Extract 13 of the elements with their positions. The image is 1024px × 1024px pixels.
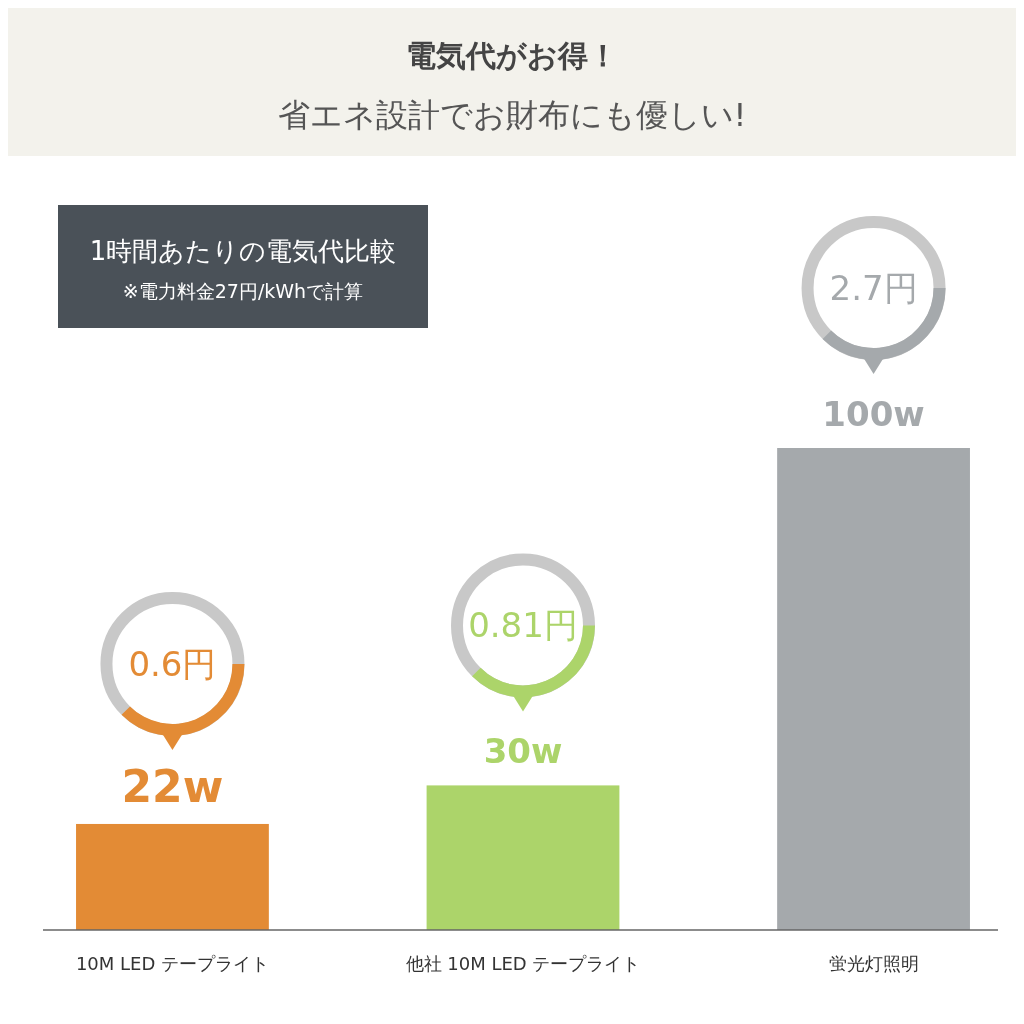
- annotation: 0.6円: [128, 643, 217, 684]
- text: 2.7円: [829, 268, 918, 308]
- text: ※電力料金27円/kWhで計算: [122, 280, 364, 302]
- data-label: 22w: [121, 760, 224, 812]
- x-tick-label: 蛍光灯照明: [828, 953, 919, 974]
- chart-subtitle: 省エネ設計でお財布にも優しい!: [277, 96, 747, 134]
- x-tick-label: 10M LED テープライト: [75, 953, 270, 974]
- data-label: 100w: [822, 394, 925, 434]
- chart-title: 電気代がお得！: [406, 38, 618, 73]
- data-label: 30w: [483, 731, 563, 772]
- x-tick-label: 他社 10M LED テープライト: [405, 953, 641, 974]
- annotation: 0.81円: [468, 605, 578, 646]
- text: 1時間あたりの電気代比較: [89, 236, 397, 266]
